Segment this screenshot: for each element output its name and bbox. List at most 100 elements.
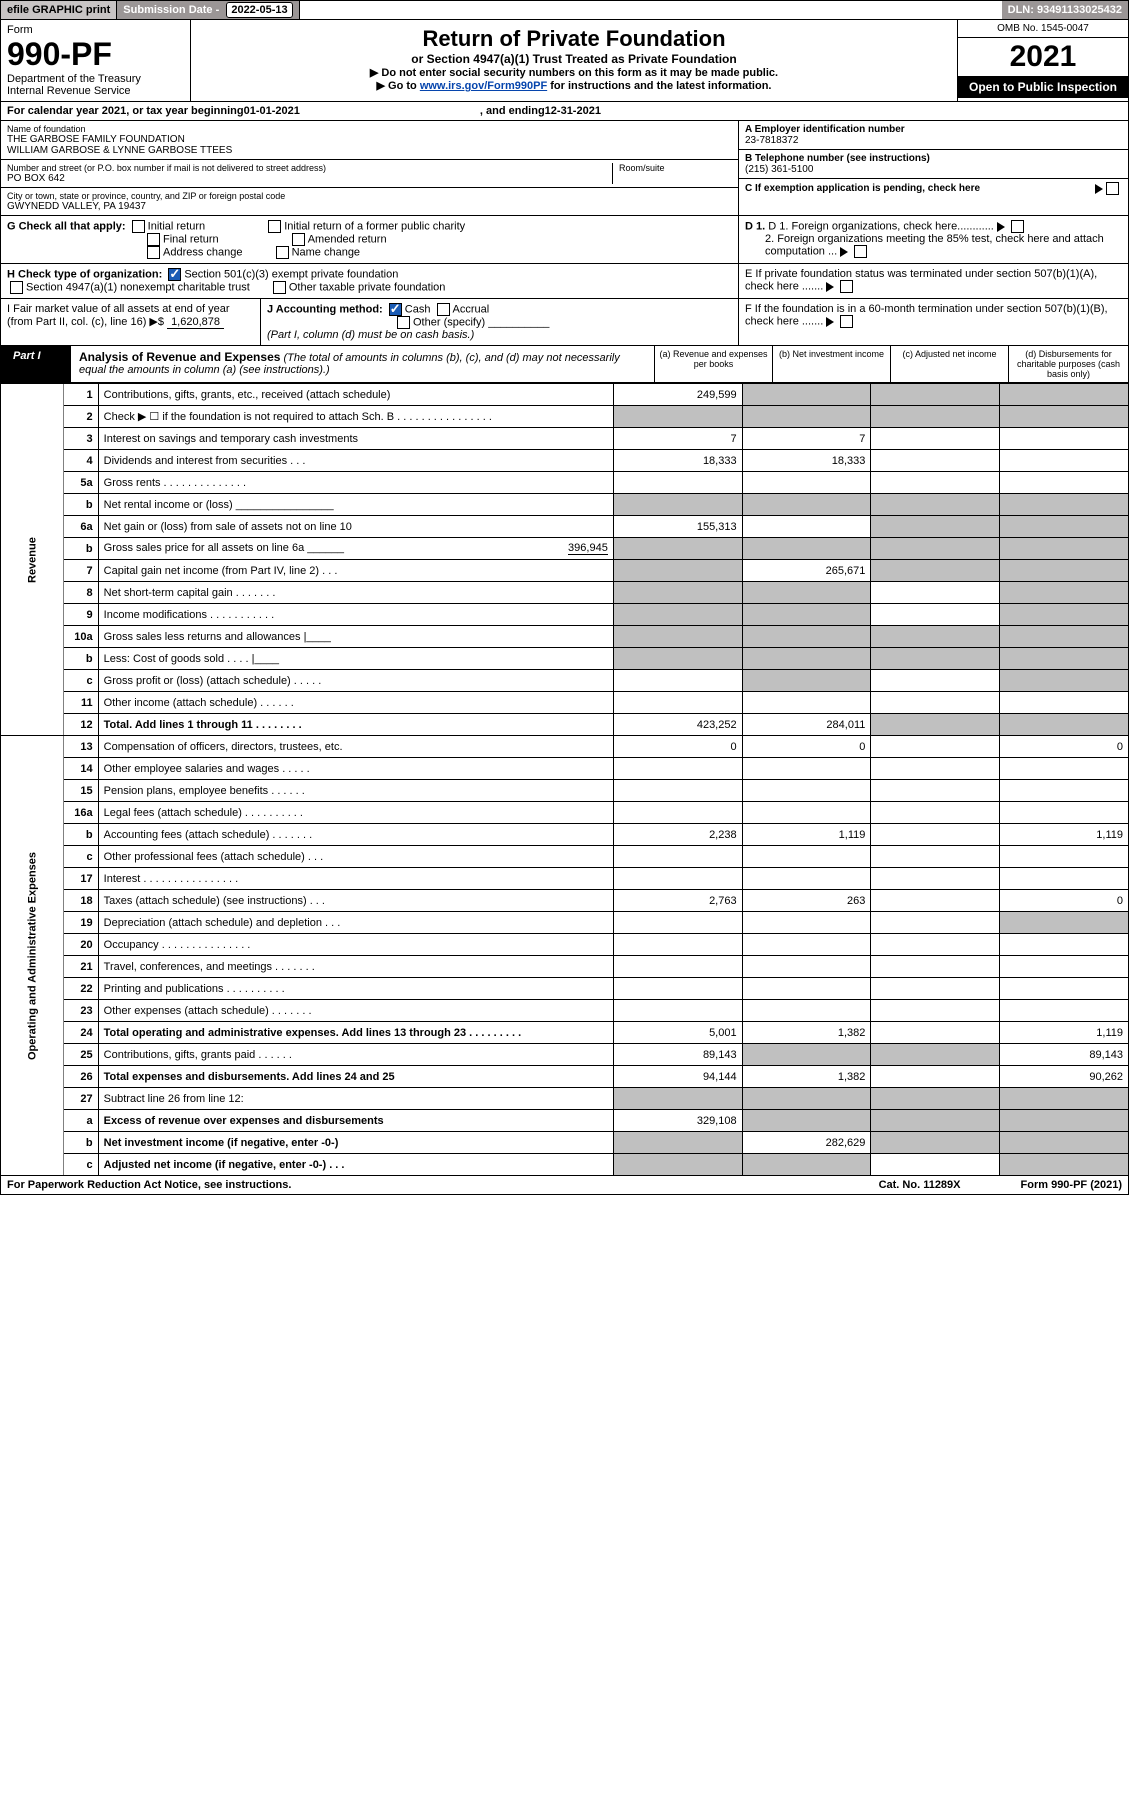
table-row: 15Pension plans, employee benefits . . .… [1, 780, 1129, 802]
amount-c [871, 736, 1000, 758]
page-footer: For Paperwork Reduction Act Notice, see … [0, 1176, 1129, 1195]
h-501c3-checkbox[interactable] [168, 268, 181, 281]
line-description: Taxes (attach schedule) (see instruction… [98, 890, 613, 912]
table-row: 12Total. Add lines 1 through 11 . . . . … [1, 714, 1129, 736]
amount-a [613, 560, 742, 582]
j-accrual-checkbox[interactable] [437, 303, 450, 316]
line-description: Check ▶ ☐ if the foundation is not requi… [98, 406, 613, 428]
amount-c [871, 560, 1000, 582]
tax-year: 2021 [958, 38, 1128, 76]
amount-b [742, 802, 871, 824]
amount-b: 282,629 [742, 1132, 871, 1154]
dept-treasury: Department of the Treasury [7, 73, 184, 85]
paperwork-notice: For Paperwork Reduction Act Notice, see … [7, 1179, 291, 1191]
d1-checkbox[interactable] [1011, 220, 1024, 233]
h-4947-checkbox[interactable] [10, 281, 23, 294]
tel-label: B Telephone number (see instructions) [745, 153, 1122, 164]
instructions-link[interactable]: www.irs.gov/Form990PF [420, 80, 547, 92]
line-number: 11 [64, 692, 98, 714]
g-address-checkbox[interactable] [147, 246, 160, 259]
addr-label: Number and street (or P.O. box number if… [7, 163, 612, 173]
amount-b [742, 1000, 871, 1022]
g-final-checkbox[interactable] [147, 233, 160, 246]
city-value: GWYNEDD VALLEY, PA 19437 [7, 201, 732, 212]
amount-d [1000, 648, 1129, 670]
g-name-checkbox[interactable] [276, 246, 289, 259]
j-cash-checkbox[interactable] [389, 303, 402, 316]
f-checkbox[interactable] [840, 315, 853, 328]
amount-b [742, 670, 871, 692]
j-other-checkbox[interactable] [397, 316, 410, 329]
c-checkbox[interactable] [1106, 182, 1119, 195]
line-number: 18 [64, 890, 98, 912]
amount-d [1000, 714, 1129, 736]
table-row: 14Other employee salaries and wages . . … [1, 758, 1129, 780]
amount-c [871, 1088, 1000, 1110]
amount-d [1000, 1110, 1129, 1132]
amount-b [742, 472, 871, 494]
amount-a [613, 538, 742, 560]
amount-d: 90,262 [1000, 1066, 1129, 1088]
amount-b: 18,333 [742, 450, 871, 472]
amount-a [613, 846, 742, 868]
line-number: b [64, 494, 98, 516]
amount-d [1000, 384, 1129, 406]
amount-d [1000, 1132, 1129, 1154]
line-description: Total expenses and disbursements. Add li… [98, 1066, 613, 1088]
f-text: F If the foundation is in a 60-month ter… [745, 303, 1108, 327]
amount-c [871, 824, 1000, 846]
g-initial-former-checkbox[interactable] [268, 220, 281, 233]
line-number: 10a [64, 626, 98, 648]
g-amended-checkbox[interactable] [292, 233, 305, 246]
amount-d: 1,119 [1000, 824, 1129, 846]
line-number: 4 [64, 450, 98, 472]
ein-value: 23-7818372 [745, 135, 1122, 146]
table-row: aExcess of revenue over expenses and dis… [1, 1110, 1129, 1132]
line-description: Dividends and interest from securities .… [98, 450, 613, 472]
line-number: 26 [64, 1066, 98, 1088]
amount-a [613, 1154, 742, 1176]
amount-c [871, 626, 1000, 648]
side-label: Operating and Administrative Expenses [1, 736, 64, 1176]
part-1-table: Revenue1Contributions, gifts, grants, et… [0, 383, 1129, 1176]
line-description: Net short-term capital gain . . . . . . … [98, 582, 613, 604]
amount-d [1000, 846, 1129, 868]
amount-d [1000, 956, 1129, 978]
line-description: Other employee salaries and wages . . . … [98, 758, 613, 780]
e-checkbox[interactable] [840, 280, 853, 293]
amount-a: 89,143 [613, 1044, 742, 1066]
line-number: a [64, 1110, 98, 1132]
amount-c [871, 538, 1000, 560]
amount-a: 329,108 [613, 1110, 742, 1132]
c-label: C If exemption application is pending, c… [745, 183, 980, 194]
amount-c [871, 890, 1000, 912]
dln: DLN: 93491133025432 [1002, 1, 1128, 19]
amount-d [1000, 538, 1129, 560]
col-c-header: (c) Adjusted net income [890, 346, 1008, 382]
foundation-name-1: THE GARBOSE FAMILY FOUNDATION [7, 134, 732, 145]
table-row: 10aGross sales less returns and allowanc… [1, 626, 1129, 648]
table-row: 21Travel, conferences, and meetings . . … [1, 956, 1129, 978]
amount-d [1000, 802, 1129, 824]
amount-d [1000, 516, 1129, 538]
amount-b [742, 384, 871, 406]
amount-d [1000, 428, 1129, 450]
amount-b [742, 934, 871, 956]
table-row: 4Dividends and interest from securities … [1, 450, 1129, 472]
table-row: bAccounting fees (attach schedule) . . .… [1, 824, 1129, 846]
table-row: 3Interest on savings and temporary cash … [1, 428, 1129, 450]
g-initial-checkbox[interactable] [132, 220, 145, 233]
amount-b: 1,382 [742, 1022, 871, 1044]
efile-print-button[interactable]: efile GRAPHIC print [1, 1, 117, 19]
line-number: 14 [64, 758, 98, 780]
table-row: 24Total operating and administrative exp… [1, 1022, 1129, 1044]
table-row: 27Subtract line 26 from line 12: [1, 1088, 1129, 1110]
table-row: 9Income modifications . . . . . . . . . … [1, 604, 1129, 626]
d2-checkbox[interactable] [854, 245, 867, 258]
h-other-checkbox[interactable] [273, 281, 286, 294]
line-description: Excess of revenue over expenses and disb… [98, 1110, 613, 1132]
amount-b [742, 604, 871, 626]
form-title: Return of Private Foundation [197, 26, 951, 52]
irs-label: Internal Revenue Service [7, 85, 184, 97]
form-subtitle: or Section 4947(a)(1) Trust Treated as P… [197, 52, 951, 66]
